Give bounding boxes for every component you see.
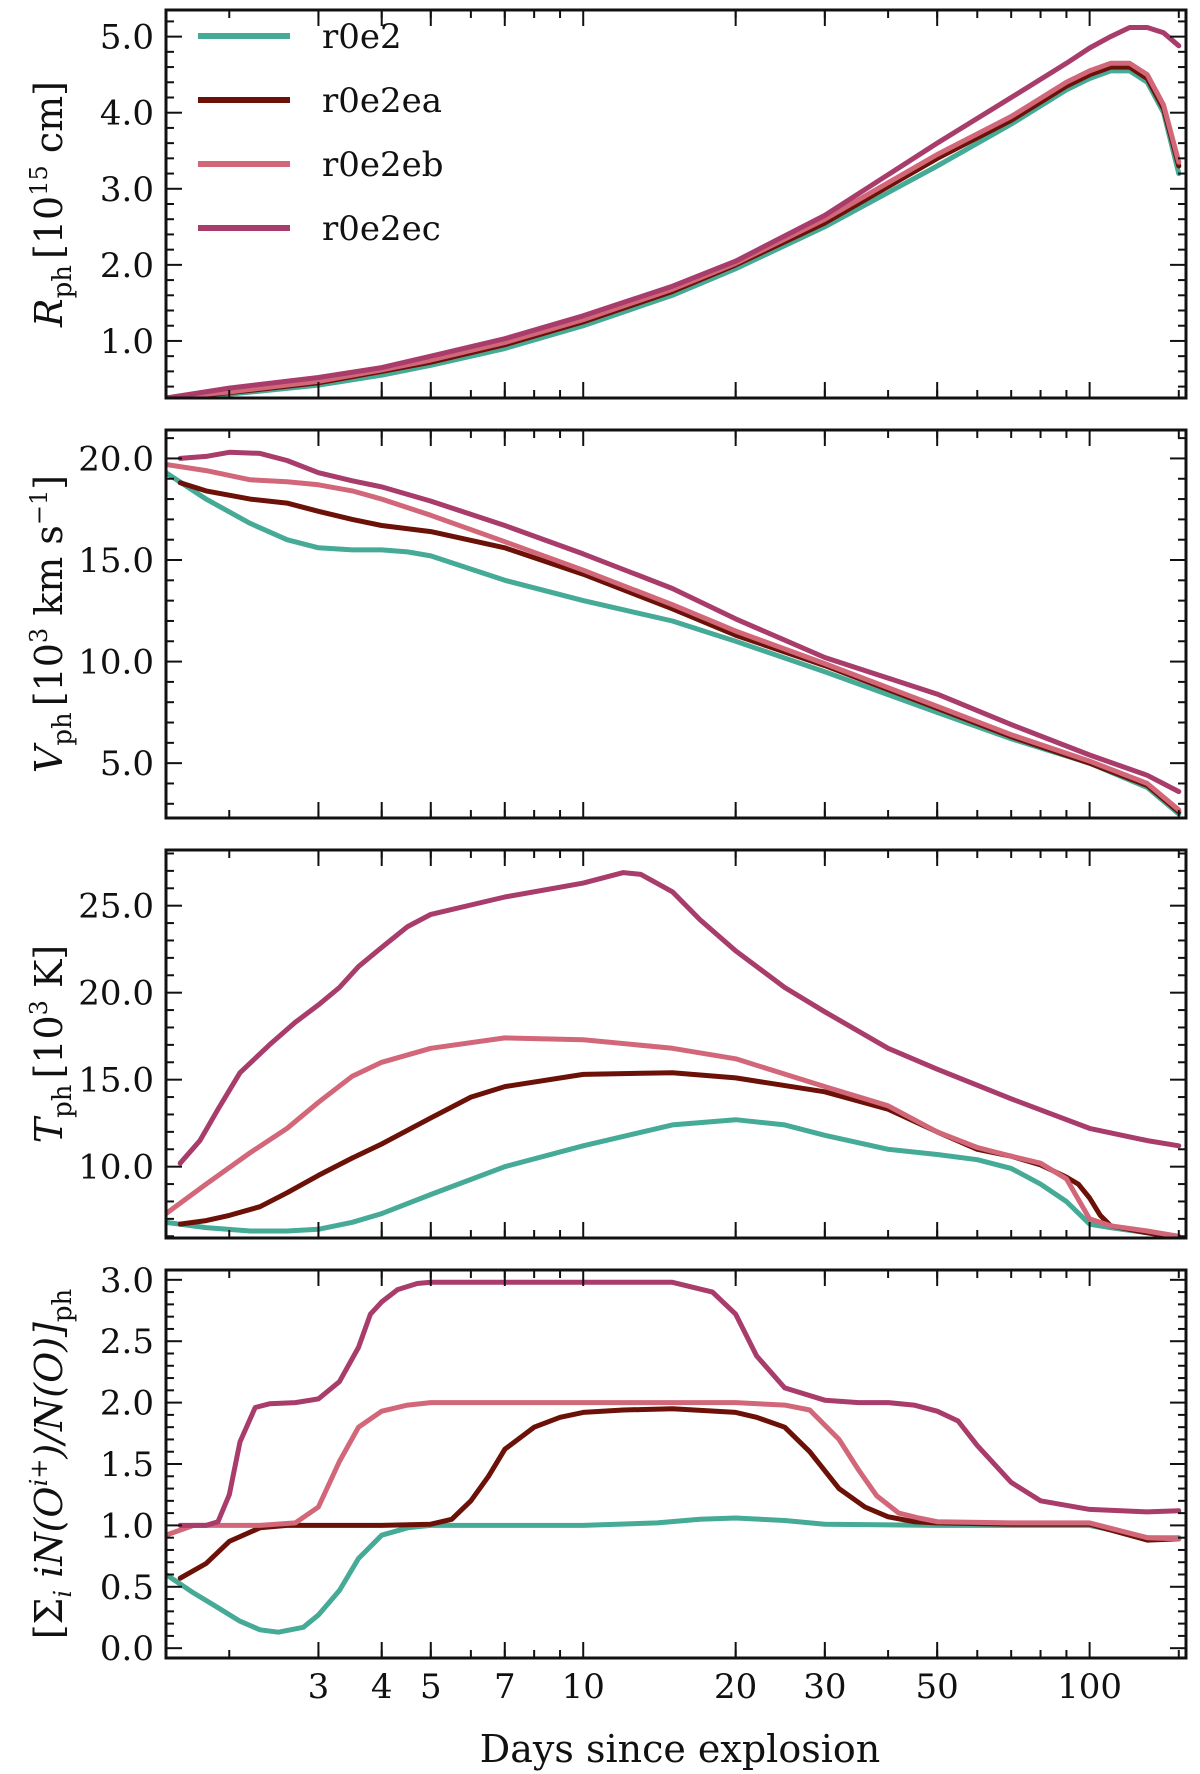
y-tick-label: 5.0 — [100, 744, 154, 784]
y-axis-label: Vph[103 km s−1] — [25, 475, 78, 773]
x-tick-label: 30 — [803, 1667, 846, 1707]
panel-frame — [164, 1268, 1188, 1660]
y-tick-label: 10.0 — [78, 643, 154, 683]
y-tick-label: 15.0 — [78, 1061, 154, 1101]
y-tick-label: 20.0 — [78, 439, 154, 479]
legend: r0e2 r0e2ea r0e2eb r0e2ec — [198, 17, 444, 249]
x-tick-label: 50 — [916, 1667, 959, 1707]
panel-4: 0.0 0.5 1.0 1.5 2.0 2.5 3.0 [Σi iN(Oi+)/N(O)]ph — [25, 1261, 1188, 1669]
y-tick-label: 1.0 — [100, 1506, 154, 1546]
series-line-r0e2eb — [166, 1400, 1182, 1542]
x-axis-label: Days since explosion — [480, 1727, 880, 1771]
series-line-r0e2ea — [177, 480, 1182, 815]
y-tick-label: 0.5 — [100, 1568, 154, 1608]
y-axis-label: Tph[103 K] — [25, 945, 78, 1144]
x-tick-label: 100 — [1057, 1667, 1122, 1707]
x-tick-label: 7 — [494, 1667, 516, 1707]
y-tick-label: 5.0 — [100, 18, 154, 58]
series-line-r0e2ea — [177, 1406, 1182, 1581]
x-tick-label: 4 — [371, 1667, 393, 1707]
series-line-r0e2eb — [166, 462, 1182, 813]
series-line-r0e2eb — [166, 1035, 1182, 1238]
y-tick-label: 4.0 — [100, 94, 154, 134]
y-tick-label: 0.0 — [100, 1629, 154, 1669]
series-line-r0e2ec — [177, 449, 1182, 795]
y-tick-label: 3.0 — [100, 1261, 154, 1301]
series-line-r0e2 — [166, 68, 1182, 398]
series-line-r0e2 — [166, 470, 1182, 817]
legend-label-r0e2ec: r0e2ec — [322, 209, 441, 249]
series-line-r0e2ea — [177, 1070, 1182, 1238]
y-tick-label: 1.0 — [100, 322, 154, 362]
panel-frame — [164, 428, 1188, 820]
series-group — [166, 25, 1182, 398]
y-tick-label: 2.5 — [100, 1322, 154, 1362]
series-line-r0e2 — [166, 1515, 1182, 1635]
panel-frame — [164, 8, 1188, 400]
legend-label-r0e2ea: r0e2ea — [322, 81, 442, 121]
x-tick-label: 10 — [562, 1667, 605, 1707]
y-tick-label: 20.0 — [78, 974, 154, 1014]
y-tick-label: 25.0 — [78, 887, 154, 927]
series-group — [166, 1279, 1182, 1635]
series-line-r0e2ec — [166, 25, 1182, 398]
series-line-r0e2 — [166, 1117, 1182, 1238]
y-tick-label: 3.0 — [100, 170, 154, 210]
x-tick-label: 5 — [420, 1667, 442, 1707]
series-group — [166, 449, 1182, 817]
y-tick-label: 15.0 — [78, 541, 154, 581]
y-tick-label: 2.0 — [100, 246, 154, 286]
x-tick-label: 3 — [308, 1667, 330, 1707]
x-tick-label: 20 — [714, 1667, 757, 1707]
y-axis-label: [Σi iN(Oi+)/N(O)]ph — [25, 1288, 78, 1639]
y-tick-label: 10.0 — [78, 1148, 154, 1188]
legend-label-r0e2: r0e2 — [322, 17, 402, 57]
y-tick-label: 1.5 — [100, 1445, 154, 1485]
panel-frame — [164, 848, 1188, 1240]
y-tick-label: 2.0 — [100, 1384, 154, 1424]
panel-1: 1.0 2.0 3.0 4.0 5.0 Rph[1015 cm] — [25, 8, 1188, 400]
y-axis-label: Rph[1015 cm] — [25, 81, 78, 328]
legend-label-r0e2eb: r0e2eb — [322, 145, 444, 185]
series-group — [166, 870, 1182, 1238]
series-line-r0e2ec — [177, 870, 1182, 1166]
